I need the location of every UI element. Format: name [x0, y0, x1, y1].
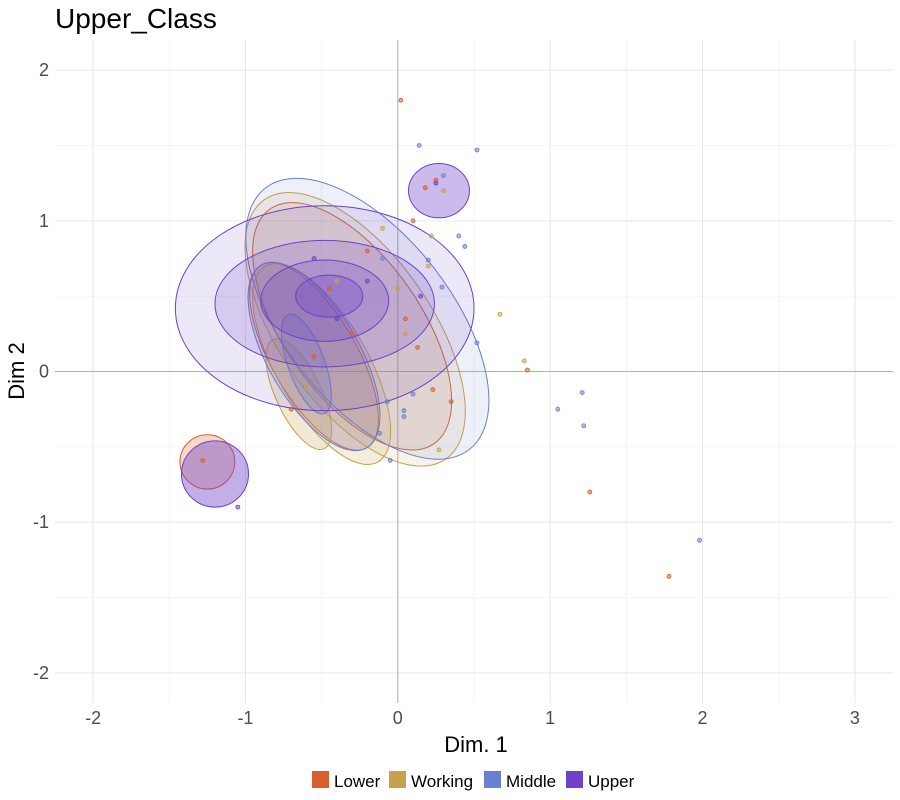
point-lower [288, 406, 294, 412]
density-contour-upper [407, 163, 470, 219]
y-tick-label: -1 [33, 512, 49, 532]
x-tick-label: -2 [85, 708, 101, 728]
x-tick-label: 0 [393, 708, 403, 728]
density-contour-upper [214, 239, 435, 368]
y-tick-label: 0 [39, 362, 49, 382]
legend-label-middle: Middle [506, 772, 556, 791]
point-lower [410, 218, 416, 224]
density-contour-working [252, 262, 392, 465]
density-contour-upper [260, 259, 390, 342]
point-middle [377, 430, 382, 436]
point-working [425, 263, 431, 269]
density-contours [174, 163, 490, 508]
point-lower [311, 354, 317, 359]
legend-label-working: Working [411, 772, 473, 791]
gridlines [55, 40, 893, 703]
point-working [395, 286, 401, 292]
legend-swatch-middle [484, 771, 501, 788]
point-working [380, 225, 385, 231]
point-middle [555, 406, 561, 412]
density-contour-upper [180, 440, 250, 508]
point-upper [433, 180, 439, 186]
point-middle [439, 284, 445, 290]
point-middle [384, 399, 390, 405]
point-upper [334, 316, 340, 322]
point-working [334, 278, 340, 284]
point-working [403, 331, 408, 337]
point-lower [200, 458, 206, 463]
y-tick-label: -2 [33, 663, 49, 683]
point-working [428, 233, 434, 239]
point-middle [581, 423, 587, 429]
point-middle [474, 147, 480, 153]
point-upper [418, 293, 424, 299]
legend-swatch-lower [312, 771, 329, 788]
point-working [497, 311, 503, 317]
x-axis-title: Dim. 1 [444, 732, 508, 757]
point-lower [398, 97, 404, 103]
point-lower [364, 248, 370, 254]
point-lower [448, 399, 454, 405]
point-middle [462, 244, 468, 249]
point-upper [364, 278, 370, 284]
point-middle [425, 257, 431, 263]
point-middle [401, 408, 407, 414]
y-tick-label: 1 [39, 211, 49, 231]
point-middle [697, 537, 702, 543]
x-tick-label: 3 [850, 708, 860, 728]
point-upper [311, 256, 317, 261]
point-lower [587, 489, 593, 495]
point-working [521, 358, 527, 364]
x-tick-label: 1 [545, 708, 555, 728]
legend-label-lower: Lower [334, 772, 381, 791]
point-lower [524, 367, 530, 373]
point-middle [416, 143, 422, 148]
y-axis-title: Dim 2 [4, 342, 29, 399]
legend-swatch-working [389, 771, 406, 788]
point-lower [430, 387, 436, 392]
y-tick-label: 2 [39, 60, 49, 80]
point-lower [349, 331, 355, 337]
x-tick-label: 2 [698, 708, 708, 728]
x-tick-labels: -2 -1 0 1 2 3 [85, 708, 860, 728]
y-tick-labels: -2 -1 0 1 2 [33, 60, 49, 683]
point-middle [410, 391, 416, 397]
point-lower [326, 286, 332, 292]
legend-label-upper: Upper [588, 772, 635, 791]
zero-lines [55, 40, 893, 703]
legend-swatch-upper [566, 771, 583, 788]
density-contour-working [265, 338, 333, 451]
chart-title: Upper_Class [55, 3, 217, 34]
point-middle [380, 256, 385, 261]
density-contour-middle [280, 313, 332, 415]
data-points [200, 97, 702, 579]
point-working [436, 447, 442, 453]
point-lower [415, 344, 421, 350]
point-working [441, 188, 446, 194]
point-middle [401, 414, 407, 420]
point-upper [235, 504, 241, 510]
density-contour-middle [245, 177, 490, 460]
point-middle [456, 233, 462, 239]
point-working [303, 384, 309, 389]
point-lower [422, 185, 428, 191]
x-tick-label: -1 [237, 708, 253, 728]
point-middle [474, 340, 480, 346]
legend: Lower Working Middle Upper [312, 771, 635, 791]
point-lower [403, 316, 408, 322]
point-middle [579, 390, 585, 395]
density-contour-upper [295, 274, 364, 318]
point-lower [666, 574, 672, 579]
point-middle [387, 458, 393, 463]
point-middle [441, 173, 446, 179]
